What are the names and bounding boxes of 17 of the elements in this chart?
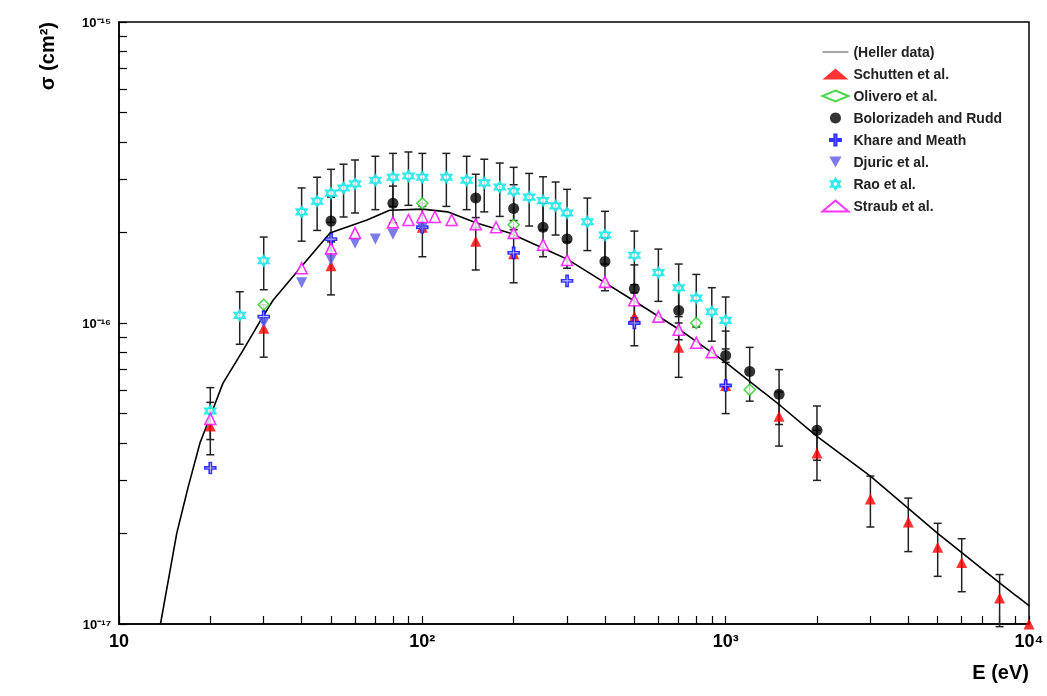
y-tick-label: 10⁻¹⁶ [82,315,112,331]
legend-label: Rao et al. [853,176,916,192]
x-tick-label: 10⁴ [1014,631,1044,651]
x-tick-label: 10 [108,631,130,651]
legend-label: Khare and Meath [853,132,967,148]
legend-label: (Heller data) [853,44,935,60]
legend-label: Straub et al. [853,198,934,214]
x-axis-title: E (eV) [972,661,1029,683]
x-tick-label: 10² [409,631,436,651]
legend-label: Olivero et al. [853,88,938,104]
x-tick-label: 10³ [712,631,739,651]
legend-label: Bolorizadeh and Rudd [853,110,1003,126]
y-axis-title: σ (cm²) [36,22,58,91]
legend-label: Djuric et al. [853,154,929,170]
legend-label: Schutten et al. [853,66,950,82]
y-tick-label: 10⁻¹⁷ [82,616,111,632]
y-tick-label: 10⁻¹⁵ [82,14,111,30]
